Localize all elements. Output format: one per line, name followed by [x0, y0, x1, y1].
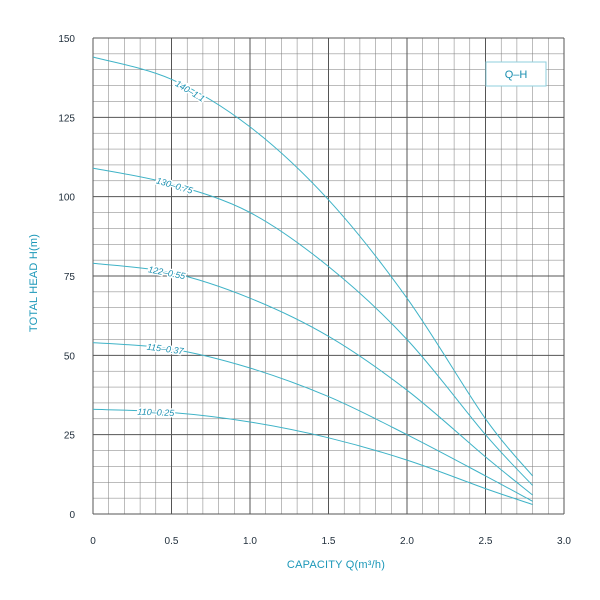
y-tick-label: 75: [64, 272, 76, 283]
curve-122-0.55: [92, 262, 533, 496]
curve-label: 122–0.55: [147, 264, 187, 281]
y-tick-labels: 0 25 50 75 100 125 150: [58, 34, 75, 521]
curve-label: 140–1.1: [174, 78, 207, 103]
y-tick-label: 50: [64, 351, 76, 362]
x-tick-label: 2.0: [400, 536, 414, 547]
x-tick-label: 1.0: [243, 536, 257, 547]
grid-major: [92, 37, 565, 515]
x-tick-label: 0.5: [165, 536, 179, 547]
x-tick-label: 0: [90, 536, 96, 547]
legend-box-label: Q–H: [505, 69, 528, 81]
legend-box-frame: [485, 61, 547, 87]
curve-label: 130–0.75: [155, 175, 195, 196]
y-tick-label: 125: [58, 113, 75, 124]
curve-140-1.1: [92, 56, 533, 477]
y-axis-title: TOTAL HEAD H(m): [28, 234, 40, 332]
curves: [92, 56, 533, 505]
x-tick-label: 1.5: [322, 536, 336, 547]
x-tick-label: 3.0: [557, 536, 571, 547]
curve-label: 115–0.37: [146, 342, 185, 357]
curve-115-0.37: [92, 342, 533, 502]
curve-110-0.25: [92, 408, 533, 505]
y-tick-label: 150: [58, 34, 75, 45]
x-axis-title: CAPACITY Q(m³/h): [287, 559, 385, 571]
y-tick-label: 25: [64, 431, 76, 442]
y-tick-label: 100: [58, 193, 75, 204]
x-tick-labels: 0 0.5 1.0 1.5 2.0 2.5 3.0: [90, 536, 571, 547]
legend-box: Q–H: [485, 61, 547, 87]
curve-label: 110–0.25: [137, 407, 175, 419]
y-tick-label: 0: [69, 510, 75, 521]
curve-130-0.75: [92, 167, 533, 486]
x-tick-label: 2.5: [479, 536, 493, 547]
